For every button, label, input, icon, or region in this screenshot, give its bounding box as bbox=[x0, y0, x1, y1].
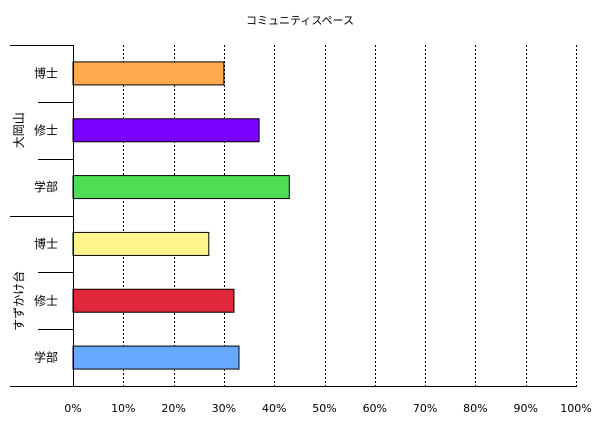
category-label: 学部 bbox=[34, 350, 58, 365]
x-tick-label: 60% bbox=[363, 402, 387, 415]
x-tick-label: 80% bbox=[463, 402, 487, 415]
group-label: 大岡山 bbox=[12, 112, 26, 148]
labels: 0% 10% 20% 30% 40% 50% 60% 70% 80% 90% 100%博士修士学部大… bbox=[11, 65, 592, 415]
x-tick-label: 40% bbox=[262, 402, 286, 415]
group-label: すずかけ台 bbox=[11, 271, 26, 331]
x-tick-label: 20% bbox=[161, 402, 185, 415]
bars bbox=[72, 61, 290, 370]
x-tick-label: 70% bbox=[413, 402, 437, 415]
x-tick-label: 0% bbox=[64, 402, 81, 415]
bar bbox=[72, 118, 260, 143]
category-label: 博士 bbox=[34, 65, 58, 80]
chart-title: コミュニティスペース bbox=[246, 14, 354, 27]
bar bbox=[72, 61, 225, 86]
x-tick-label: 10% bbox=[111, 402, 135, 415]
axes bbox=[10, 45, 577, 387]
bar bbox=[72, 231, 210, 256]
category-label: 博士 bbox=[34, 236, 58, 251]
gridlines bbox=[123, 45, 577, 386]
category-label: 修士 bbox=[34, 122, 58, 137]
x-tick-label: 30% bbox=[212, 402, 236, 415]
bar bbox=[72, 288, 235, 313]
x-tick-label: 100% bbox=[560, 402, 591, 415]
category-label: 修士 bbox=[34, 293, 58, 308]
x-tick-label: 50% bbox=[312, 402, 336, 415]
bar bbox=[72, 345, 240, 370]
x-tick-label: 90% bbox=[513, 402, 537, 415]
bar bbox=[72, 175, 290, 200]
category-label: 学部 bbox=[34, 179, 58, 194]
